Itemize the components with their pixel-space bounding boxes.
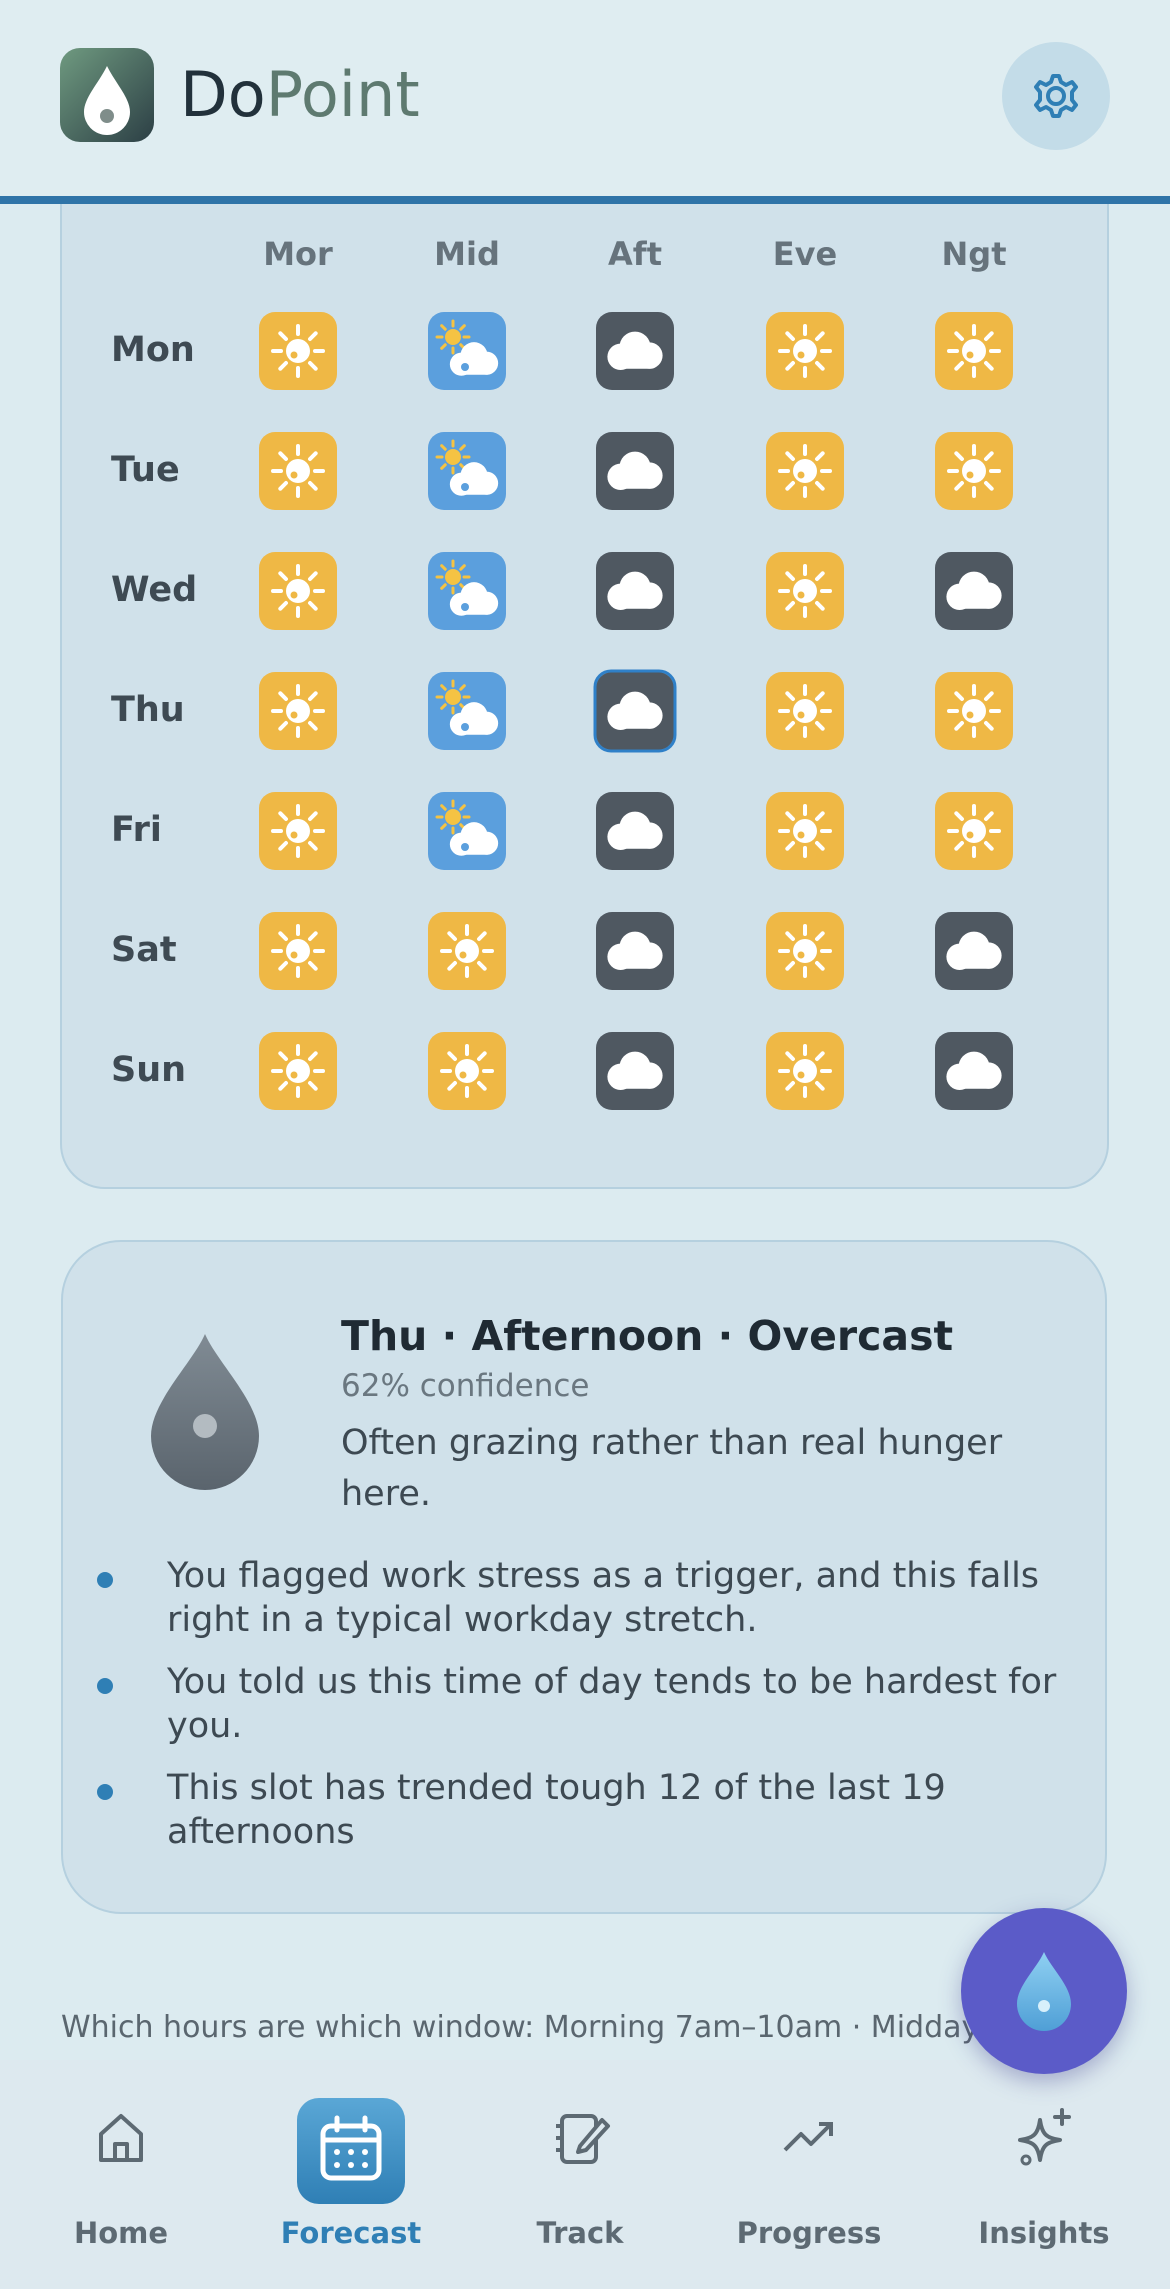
- forecast-cell[interactable]: [596, 552, 674, 630]
- forecast-cell[interactable]: [766, 312, 844, 390]
- detail-title: Thu · Afternoon · Overcast: [341, 1312, 954, 1360]
- forecast-cell[interactable]: [935, 432, 1013, 510]
- nav-label: Progress: [736, 2216, 882, 2250]
- forecast-cell[interactable]: [596, 1032, 674, 1110]
- header: DoPoint: [0, 0, 1170, 196]
- forecast-cell[interactable]: [428, 432, 506, 510]
- fab-icon: [1017, 1952, 1071, 2031]
- forecast-cell[interactable]: [428, 792, 506, 870]
- forecast-cell[interactable]: [935, 1032, 1013, 1110]
- reason: You told us this time of day tends to be…: [63, 1660, 1063, 1748]
- forecast-cell[interactable]: [596, 792, 674, 870]
- forecast-cell[interactable]: [766, 792, 844, 870]
- reason-list: You flagged work stress as a trigger, an…: [63, 1554, 1063, 1872]
- app-name-rest: Point: [265, 58, 420, 131]
- reason: You flagged work stress as a trigger, an…: [63, 1554, 1063, 1642]
- row-label: Sat: [111, 930, 177, 970]
- column-label: Mid: [434, 235, 500, 273]
- forecast-cell[interactable]: [259, 1032, 337, 1110]
- forecast-cell[interactable]: [259, 792, 337, 870]
- nav-icon: [769, 2098, 849, 2178]
- row-label: Wed: [111, 570, 197, 610]
- forecast-cell[interactable]: [259, 432, 337, 510]
- forecast-cell[interactable]: [766, 1032, 844, 1110]
- settings-button[interactable]: [1002, 42, 1110, 150]
- forecast-cell[interactable]: [259, 552, 337, 630]
- column-label: Eve: [773, 235, 837, 273]
- nav-glyph: [320, 2115, 382, 2181]
- forecast-cell[interactable]: [766, 552, 844, 630]
- forecast-cell[interactable]: [428, 672, 506, 750]
- row-label: Sun: [111, 1050, 186, 1090]
- window-note: Which hours are which window: Morning 7a…: [61, 2010, 1046, 2045]
- forecast-cell[interactable]: [593, 669, 677, 753]
- header-divider: [0, 196, 1170, 204]
- confidence: 62% confidence: [341, 1368, 590, 1404]
- nav-label: Home: [73, 2216, 169, 2250]
- forecast-cell[interactable]: [935, 792, 1013, 870]
- forecast-cell[interactable]: [428, 1032, 506, 1110]
- nav-icon: [1004, 2098, 1084, 2178]
- forecast-cell[interactable]: [259, 672, 337, 750]
- forecast-cell[interactable]: [935, 912, 1013, 990]
- nav-label: Track: [536, 2216, 624, 2250]
- forecast-cell[interactable]: [259, 912, 337, 990]
- forecast-cell[interactable]: [596, 432, 674, 510]
- nav-glyph: [556, 2114, 610, 2164]
- description: Often grazing rather than real hunger he…: [341, 1423, 1003, 1514]
- forecast-cell[interactable]: [428, 552, 506, 630]
- forecast-cell[interactable]: [428, 912, 506, 990]
- bottom-nav: Home Forecast Track Progress Insights: [0, 2060, 1170, 2289]
- column-label: Aft: [608, 235, 662, 273]
- nav-icon: [297, 2098, 405, 2204]
- forecast-grid: Mor Mid Aft Eve Ngt Mon Tue Wed Thu Fri Sat Sun: [60, 149, 1109, 1189]
- app-logo: [60, 48, 154, 142]
- row-label: Fri: [111, 810, 162, 850]
- forecast-cell[interactable]: [935, 552, 1013, 630]
- app-name: DoPoint: [180, 58, 420, 131]
- reason: This slot has trended tough 12 of the la…: [63, 1766, 1063, 1854]
- nav-glyph: [783, 2122, 833, 2152]
- forecast-cell[interactable]: [766, 912, 844, 990]
- nav-label: Forecast: [280, 2216, 422, 2250]
- forecast-cell[interactable]: [935, 672, 1013, 750]
- column-label: Mor: [263, 235, 333, 273]
- detail-card: Thu · Afternoon · Overcast 62% confidenc…: [61, 1240, 1107, 1914]
- forecast-cell[interactable]: [596, 912, 674, 990]
- settings-icon: [1034, 74, 1078, 118]
- row-label: Thu: [111, 690, 185, 730]
- forecast-cell[interactable]: [935, 312, 1013, 390]
- selected-outline: [593, 669, 677, 753]
- row-label: Tue: [111, 450, 180, 490]
- nav-glyph: [99, 2114, 143, 2162]
- forecast-cell[interactable]: [428, 312, 506, 390]
- nav-glyph: [1018, 2108, 1071, 2166]
- nav-icon: [81, 2098, 161, 2178]
- nav-icon: [540, 2098, 620, 2178]
- forecast-cell[interactable]: [259, 312, 337, 390]
- app-name-first: Do: [180, 58, 266, 131]
- log-urge-button[interactable]: [961, 1908, 1127, 2074]
- forecast-cell[interactable]: [766, 672, 844, 750]
- forecast-cell[interactable]: [766, 432, 844, 510]
- row-label: Mon: [111, 330, 195, 370]
- forecast-cell[interactable]: [596, 312, 674, 390]
- nav-label: Insights: [978, 2216, 1110, 2250]
- drop-icon: [151, 1334, 259, 1490]
- column-label: Ngt: [942, 235, 1007, 273]
